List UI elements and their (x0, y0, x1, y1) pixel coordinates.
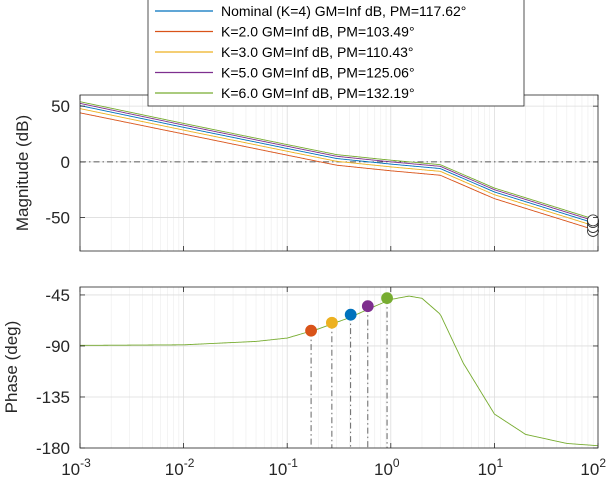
magnitude-y-tick-label: -50 (45, 209, 70, 228)
magnitude-series-line-0 (79, 105, 599, 225)
crossover-marker-3 (361, 300, 374, 313)
legend-label-4: K=6.0 GM=Inf dB, PM=132.19° (221, 85, 415, 101)
phase-y-tick-label: -45 (45, 286, 70, 305)
x-tick-label: 10-3 (61, 456, 91, 479)
magnitude-series-line-1 (79, 112, 599, 232)
phase-y-ticks: -45 -90 -135 -180 (36, 286, 598, 458)
legend-box (147, 0, 525, 107)
phase-axes-box (79, 286, 599, 449)
phase-series-line (79, 295, 599, 447)
legend-label-0: Nominal (K=4) GM=Inf dB, PM=117.62° (221, 3, 466, 19)
phase-axes: -45 -90 -135 -180 Phase (deg) (2, 286, 599, 458)
crossover-marker-2 (344, 308, 357, 321)
x-tick-label: 10-2 (165, 456, 195, 479)
magnitude-end-markers (587, 214, 599, 237)
x-tick-label: 10-1 (268, 456, 298, 479)
magnitude-y-tick-label: 50 (51, 97, 70, 116)
magnitude-end-marker-4 (587, 214, 599, 227)
legend-items: Nominal (K=4) GM=Inf dB, PM=117.62° K=2.0… (155, 3, 466, 101)
x-tick-label: 100 (374, 456, 400, 479)
phase-y-tick-label: -90 (45, 337, 70, 356)
phase-y-tick-label: -180 (36, 439, 70, 458)
legend: Nominal (K=4) GM=Inf dB, PM=117.62° K=2.0… (147, 0, 525, 107)
magnitude-axes: 50 0 -50 Magnitude (dB) (13, 94, 599, 252)
magnitude-series-line-3 (79, 102, 599, 223)
phase-ylabel: Phase (deg) (2, 321, 21, 414)
magnitude-series (79, 101, 599, 232)
crossover-marker-4 (381, 292, 393, 305)
x-tick-label: 102 (580, 456, 606, 479)
phase-plot-area (80, 287, 598, 448)
crossover-marker-0 (305, 324, 317, 337)
legend-label-3: K=5.0 GM=Inf dB, PM=125.06° (221, 65, 415, 81)
phase-grid (79, 287, 599, 449)
magnitude-series-line-4 (79, 101, 599, 221)
crossover-markers (305, 292, 393, 337)
crossover-drop-lines (310, 298, 388, 448)
frequency-x-ticks: 10-3 10-2 10-1 100 101 102 (61, 95, 606, 479)
magnitude-series-line-2 (79, 108, 599, 228)
crossover-marker-1 (325, 316, 338, 329)
magnitude-plot-area (80, 95, 598, 251)
legend-label-2: K=3.0 GM=Inf dB, PM=110.43° (221, 44, 414, 60)
phase-y-tick-label: -135 (36, 388, 70, 407)
magnitude-y-ticks: 50 0 -50 (45, 97, 598, 228)
magnitude-y-tick-label: 0 (61, 153, 70, 172)
legend-label-1: K=2.0 GM=Inf dB, PM=103.49° (221, 24, 415, 40)
magnitude-ylabel: Magnitude (dB) (13, 115, 32, 231)
x-tick-label: 101 (478, 456, 504, 479)
